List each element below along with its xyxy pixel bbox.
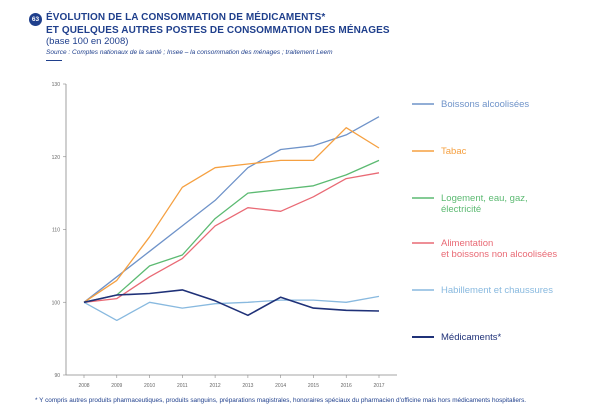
x-tick-label: 2008 <box>78 383 89 389</box>
legend-label: Logement, eau, gaz, électricité <box>441 193 528 215</box>
legend-label-line: Tabac <box>441 146 467 157</box>
x-tick-label: 2013 <box>242 383 253 389</box>
legend-label-line: Habillement et chaussures <box>441 285 553 296</box>
chart-source: Source : Comptes nationaux de la santé ;… <box>46 49 333 56</box>
series-line <box>83 159 380 303</box>
chart-footnote: * Y compris autres produits pharmaceutiq… <box>35 397 527 404</box>
legend-label: Boissons alcoolisées <box>441 99 529 110</box>
y-tick-label: 120 <box>52 155 61 161</box>
series-line <box>83 116 380 303</box>
x-tick-label: 2012 <box>210 383 221 389</box>
legend-label-line: Logement, eau, gaz, <box>441 193 528 204</box>
chart-title-line-1: ÉVOLUTION DE LA CONSOMMATION DE MÉDICAME… <box>46 12 326 23</box>
series-line <box>83 295 380 322</box>
series-line <box>83 127 380 303</box>
title-rule <box>46 60 62 61</box>
chart-title-line-2: ET QUELQUES AUTRES POSTES DE CONSOMMATIO… <box>46 25 390 36</box>
x-tick-label: 2009 <box>111 383 122 389</box>
legend-label: Médicaments* <box>441 332 501 343</box>
x-tick-label: 2016 <box>341 383 352 389</box>
x-tick-label: 2014 <box>275 383 286 389</box>
chart-subtitle: (base 100 en 2008) <box>46 36 129 47</box>
chart-title: ÉVOLUTION DE LA CONSOMMATION DE MÉDICAME… <box>46 11 390 37</box>
figure-number-badge: 63 <box>29 13 42 26</box>
legend-label: Alimentation et boissons non alcoolisées <box>441 238 557 260</box>
x-tick-label: 2010 <box>144 383 155 389</box>
x-tick-label: 2015 <box>308 383 319 389</box>
legend-label: Habillement et chaussures <box>441 285 553 296</box>
legend-label-line: Boissons alcoolisées <box>441 99 529 110</box>
x-tick-label: 2017 <box>373 383 384 389</box>
y-tick-label: 100 <box>52 300 61 306</box>
series-line <box>83 172 380 303</box>
legend-label-line: Alimentation <box>441 238 493 249</box>
legend-label: Tabac <box>441 146 467 157</box>
legend-label-line: et boissons non alcoolisées <box>441 249 557 260</box>
y-tick-label: 130 <box>52 82 61 88</box>
series-line <box>83 289 380 317</box>
y-tick-label: 110 <box>52 228 60 234</box>
x-tick-label: 2011 <box>177 383 188 389</box>
y-tick-label: 90 <box>54 373 60 379</box>
legend-label-line: Médicaments* <box>441 332 501 343</box>
legend-label-line: électricité <box>441 204 481 215</box>
